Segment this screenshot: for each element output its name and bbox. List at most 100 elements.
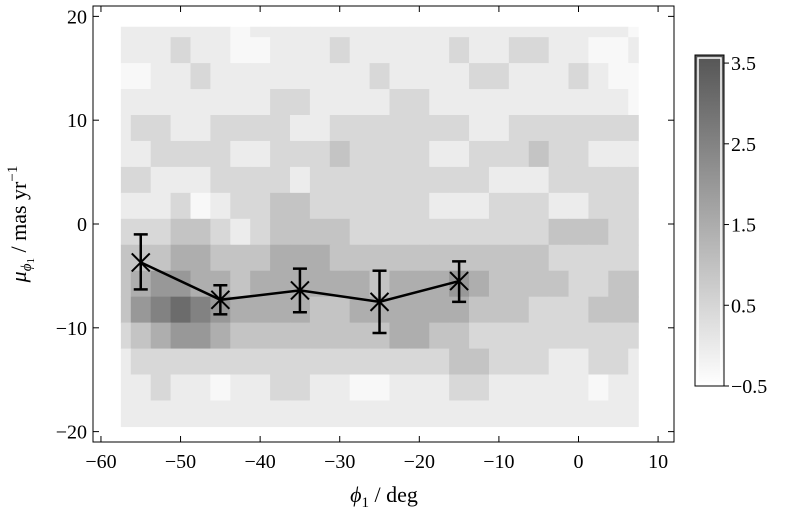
heatmap-cell xyxy=(369,348,391,376)
heatmap-cell xyxy=(250,270,271,298)
heatmap-cell xyxy=(120,244,132,272)
heatmap-cell xyxy=(469,26,490,38)
heatmap-cell xyxy=(270,37,291,64)
heatmap-cell xyxy=(120,322,132,350)
heatmap-cell xyxy=(289,115,311,142)
heatmap-cell xyxy=(369,26,391,38)
heatmap-cell xyxy=(548,26,570,38)
heatmap-cell xyxy=(568,37,590,64)
heatmap-cell xyxy=(449,63,470,90)
heatmap-cell xyxy=(349,400,371,428)
heatmap-cell xyxy=(329,166,351,194)
heatmap-cell xyxy=(270,270,291,298)
heatmap-cell xyxy=(628,218,639,246)
x-tick-label: −20 xyxy=(404,451,435,473)
heatmap-cell xyxy=(628,322,639,350)
heatmap-cell xyxy=(508,115,530,142)
heatmap-cell xyxy=(349,348,371,376)
y-tick-label: −10 xyxy=(56,318,87,340)
heatmap-cell xyxy=(150,296,172,324)
heatmap-cell xyxy=(270,244,291,272)
heatmap-cell xyxy=(608,37,629,64)
heatmap-cell xyxy=(409,374,430,402)
heatmap-cell xyxy=(210,37,231,64)
heatmap-cell xyxy=(170,218,192,246)
heatmap-cell xyxy=(588,140,609,168)
heatmap-cell xyxy=(190,63,211,90)
heatmap-cell xyxy=(230,89,251,116)
colorbar: 3.5 2.5 1.5 0.5 −0.5 xyxy=(694,53,767,398)
heatmap-cell xyxy=(488,218,510,246)
y-axis-label: μϕ1 / mas yr−1 xyxy=(5,166,37,284)
heatmap-cell xyxy=(568,140,590,168)
heatmap-cell xyxy=(429,296,450,324)
heatmap-cell xyxy=(369,244,391,272)
heatmap-cell xyxy=(588,89,609,116)
heatmap-cell xyxy=(120,374,132,402)
x-tick-label: 10 xyxy=(648,451,668,473)
y-tick-label: 10 xyxy=(67,110,87,132)
heatmap-cell xyxy=(508,37,530,64)
heatmap-cell xyxy=(250,140,271,168)
heatmap-cell xyxy=(528,348,550,376)
heatmap-cell xyxy=(449,374,470,402)
heatmap-cell xyxy=(170,400,192,428)
heatmap-cell xyxy=(389,115,410,142)
y-tick-label: 20 xyxy=(67,6,87,28)
heatmap-cell xyxy=(588,115,609,142)
heatmap-cell xyxy=(270,192,291,220)
heatmap-cell xyxy=(120,192,132,220)
heatmap-cell xyxy=(329,37,351,64)
heatmap-cell xyxy=(150,270,172,298)
heatmap-cell xyxy=(528,374,550,402)
heatmap-cell xyxy=(230,192,251,220)
heatmap-cell xyxy=(190,89,211,116)
heatmap-cell xyxy=(120,63,132,90)
heatmap-cell xyxy=(568,166,590,194)
heatmap-cell xyxy=(528,192,550,220)
heatmap-cell xyxy=(469,63,490,90)
heatmap-cell xyxy=(250,296,271,324)
heatmap-cell xyxy=(250,374,271,402)
heatmap-cell xyxy=(349,63,371,90)
heatmap-cell xyxy=(389,140,410,168)
heatmap-cell xyxy=(210,166,231,194)
heatmap-cell xyxy=(568,63,590,90)
heatmap-cell xyxy=(190,374,211,402)
heatmap-cell xyxy=(120,348,132,376)
heatmap-cell xyxy=(628,140,639,168)
heatmap-cell xyxy=(528,400,550,428)
heatmap-cell xyxy=(230,348,251,376)
colorbar-gradient xyxy=(694,54,725,387)
heatmap-cell xyxy=(150,115,172,142)
heatmap-cell xyxy=(389,296,410,324)
heatmap-cell xyxy=(289,140,311,168)
heatmap-cell xyxy=(548,348,570,376)
heatmap-cell xyxy=(389,218,410,246)
heatmap-cell xyxy=(349,296,371,324)
heatmap-cell xyxy=(548,166,570,194)
heatmap-cell xyxy=(190,37,211,64)
heatmap-cell xyxy=(449,89,470,116)
heatmap-cell xyxy=(469,296,490,324)
heatmap-cell xyxy=(230,322,251,350)
heatmap-cell xyxy=(389,348,410,376)
heatmap-cell xyxy=(270,166,291,194)
heatmap-cell xyxy=(548,296,570,324)
heatmap-cell xyxy=(608,270,629,298)
heatmap-cell xyxy=(349,374,371,402)
heatmap-cell xyxy=(250,37,271,64)
heatmap-cell xyxy=(488,166,510,194)
heatmap-cell xyxy=(429,400,450,428)
heatmap-cell xyxy=(469,115,490,142)
heatmap-cell xyxy=(488,244,510,272)
heatmap-cell xyxy=(628,115,639,142)
heatmap-cell xyxy=(170,26,192,38)
heatmap-cell xyxy=(528,115,550,142)
heatmap-cell xyxy=(309,166,331,194)
heatmap-cell xyxy=(548,37,570,64)
heatmap-cell xyxy=(528,63,550,90)
heatmap-cell xyxy=(329,270,351,298)
heatmap-cell xyxy=(488,270,510,298)
